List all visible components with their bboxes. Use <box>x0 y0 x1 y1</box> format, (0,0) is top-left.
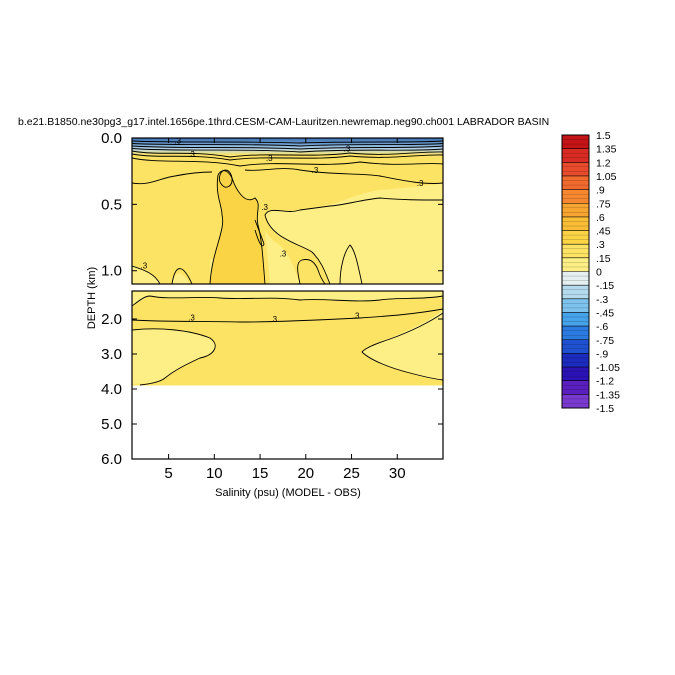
contour-label: .3 <box>353 312 360 321</box>
colorbar-swatch <box>562 326 589 340</box>
colorbar-label: .75 <box>596 198 611 210</box>
y-tick-label: 6.0 <box>101 451 122 468</box>
x-tick-label: 10 <box>206 465 223 482</box>
colorbar-swatch <box>562 380 589 395</box>
contour-label: .3 <box>270 315 277 324</box>
colorbar-label: 1.2 <box>596 157 611 169</box>
colorbar-swatch <box>562 394 589 408</box>
y-axis-lower: 2.0 3.0 4.0 5.0 6.0 <box>101 311 443 468</box>
colorbar-label: -.15 <box>596 280 614 292</box>
fill-level-045-06 <box>210 170 265 284</box>
fill-level-03-045 <box>132 150 443 284</box>
colorbar-swatch <box>562 148 589 163</box>
no-data-region <box>132 385 443 459</box>
colorbar-swatch <box>562 203 589 217</box>
contour-label: .3 <box>141 261 148 270</box>
colorbar-label: -1.2 <box>596 376 614 388</box>
upper-panel-frame <box>131 137 444 285</box>
colorbar-label: -1.35 <box>596 389 620 401</box>
x-tick-label: 5 <box>164 465 172 482</box>
upper-panel <box>132 138 443 284</box>
y-tick-label: 0.0 <box>101 130 122 147</box>
contour-lines-upper <box>132 140 443 284</box>
x-tick-label: 30 <box>389 465 406 482</box>
y-axis-label: DEPTH (km) <box>86 267 98 329</box>
colorbar-label: .9 <box>596 185 605 197</box>
contour-label: .3 <box>266 154 273 163</box>
colorbar-label: .6 <box>596 212 605 224</box>
y-tick-label: 5.0 <box>101 416 122 433</box>
contour-label: .3 <box>280 249 287 258</box>
x-tick-label: 20 <box>297 465 314 482</box>
y-tick-label: 1.0 <box>101 263 122 280</box>
colorbar-label: 1.5 <box>596 130 611 142</box>
contour-label: .3 <box>417 179 424 188</box>
colorbar-swatch <box>562 298 589 313</box>
x-tick-label: 25 <box>343 465 360 482</box>
colorbar: 1.5 1.351.2 1.05 .9.75 .6 .45.3 .15 0-.15 -.3-.4… <box>561 130 620 415</box>
contour-labels: .3 .3 .3 .3 .3 .3 .3 .3 .3 .3 .3 .3 <box>141 137 424 324</box>
chart-title: b.e21.B1850.ne30pg3_g17.intel.1656pe.1th… <box>18 116 549 128</box>
colorbar-label: -.9 <box>596 348 608 360</box>
colorbar-swatch <box>562 216 589 231</box>
contour-label: .3 <box>261 203 268 212</box>
contour-label: .3 <box>312 166 319 175</box>
colorbar-label: .45 <box>596 226 611 238</box>
contour-label: .3 <box>188 313 195 322</box>
colorbar-label: -.45 <box>596 307 614 319</box>
colorbar-label: -1.5 <box>596 403 614 415</box>
colorbar-label: 0 <box>596 267 602 279</box>
colorbar-label: .15 <box>596 253 611 265</box>
colorbar-label: -.75 <box>596 335 614 347</box>
colorbar-swatch <box>562 312 589 327</box>
contour-lines-lower <box>132 295 443 386</box>
lower-panel <box>132 291 443 459</box>
colorbar-swatch <box>562 257 589 272</box>
contour-label: .3 <box>188 150 195 159</box>
y-tick-label: 2.0 <box>101 311 122 328</box>
colorbar-swatch <box>562 271 589 286</box>
colorbar-swatch <box>562 162 589 176</box>
colorbar-label: 1.05 <box>596 171 617 183</box>
colorbar-swatch <box>562 175 589 190</box>
contour-label: .3 <box>174 137 181 146</box>
colorbar-swatch <box>562 135 589 149</box>
colorbar-swatch <box>562 367 589 381</box>
colorbar-swatch <box>562 353 589 368</box>
fill-level-015-03-lower-right <box>362 310 443 380</box>
y-axis-upper: 0.0 0.5 1.0 <box>101 130 443 280</box>
colorbar-frame <box>561 134 590 409</box>
lower-panel-frame <box>131 290 444 460</box>
contour-label: .3 <box>344 145 351 154</box>
y-tick-label: 4.0 <box>101 381 122 398</box>
x-axis-label: Salinity (psu) (MODEL - OBS) <box>215 487 361 499</box>
fill-level-015-03-lower <box>132 328 216 384</box>
y-tick-label: 3.0 <box>101 346 122 363</box>
colorbar-label: -1.05 <box>596 362 620 374</box>
colorbar-swatch <box>562 230 589 245</box>
x-tick-label: 15 <box>252 465 269 482</box>
colorbar-swatch <box>562 339 589 354</box>
colorbar-swatch <box>562 189 589 204</box>
x-axis: 5 10 15 20 25 30 <box>164 138 406 482</box>
colorbar-swatch <box>562 244 589 258</box>
colorbar-label: .3 <box>596 239 605 251</box>
y-tick-label: 0.5 <box>101 196 122 213</box>
colorbar-label: 1.35 <box>596 144 617 156</box>
colorbar-swatch <box>562 285 589 299</box>
colorbar-label: -.3 <box>596 294 608 306</box>
colorbar-label: -.6 <box>596 321 608 333</box>
